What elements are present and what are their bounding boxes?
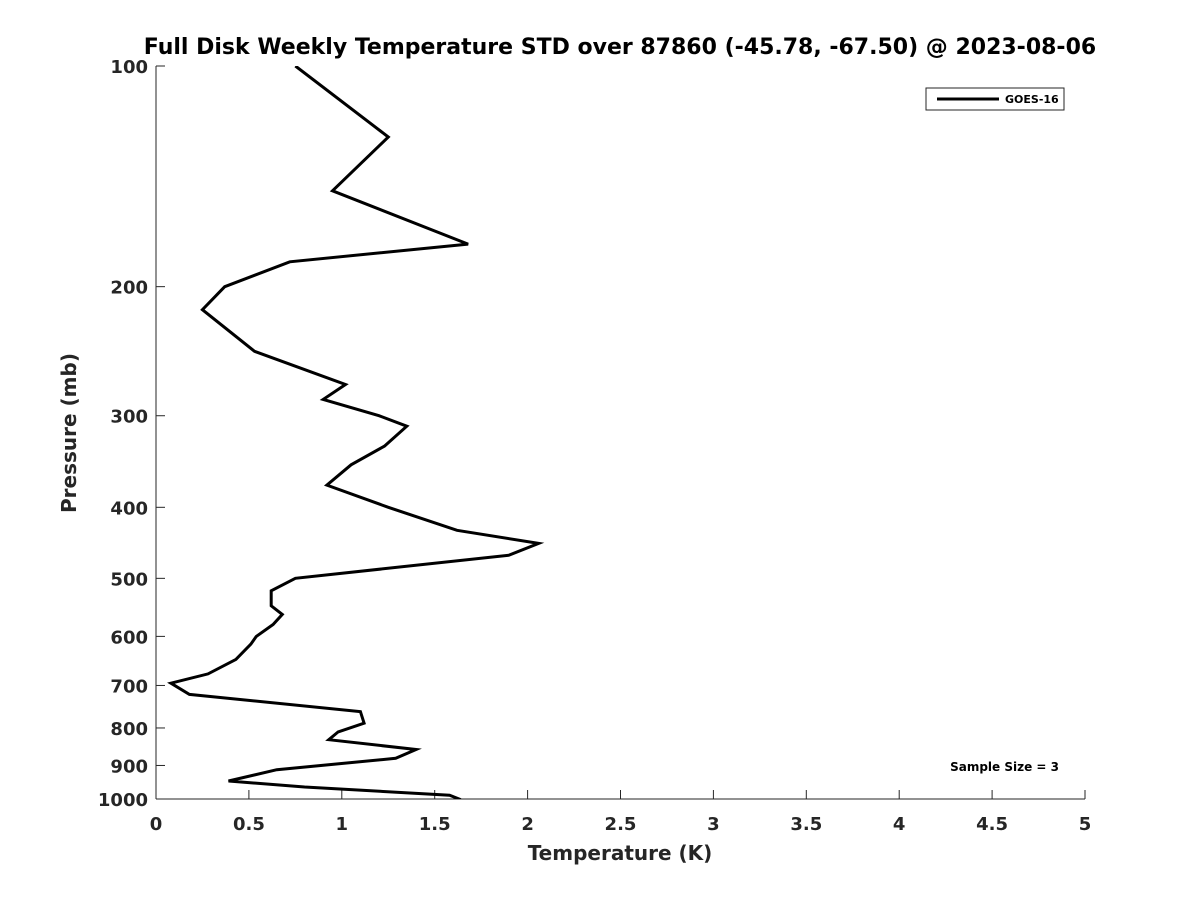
- sample-size-annotation: Sample Size = 3: [950, 760, 1059, 774]
- y-tick-label: 500: [110, 569, 148, 590]
- y-tick-label: 700: [110, 676, 148, 697]
- x-ticks: 0 0.5 1 1.5 2 2.5 3 3.5 4 4.5 5: [150, 790, 1092, 835]
- y-ticks: 100 200 300 400 500 600 700 800 900 1000: [98, 57, 165, 811]
- x-tick-label: 3: [707, 814, 720, 835]
- x-tick-label: 1.5: [419, 814, 451, 835]
- series-layer: [167, 66, 545, 799]
- x-tick-label: 5: [1079, 814, 1092, 835]
- y-axis-label: Pressure (mb): [57, 353, 81, 513]
- legend: GOES-16: [925, 87, 1065, 111]
- legend-label: GOES-16: [1005, 93, 1059, 106]
- x-tick-label: 4.5: [976, 814, 1008, 835]
- y-tick-label: 300: [110, 407, 148, 428]
- y-tick-label: 200: [110, 278, 148, 299]
- x-tick-label: 4: [893, 814, 906, 835]
- x-axis-label: Temperature (K): [528, 841, 713, 865]
- axes: [155, 66, 1085, 800]
- x-tick-label: 0.5: [233, 814, 265, 835]
- y-tick-label: 800: [110, 719, 148, 740]
- x-tick-label: 2.5: [605, 814, 637, 835]
- y-tick-label: 400: [110, 498, 148, 519]
- y-tick-label: 1000: [98, 790, 148, 811]
- x-tick-label: 3.5: [790, 814, 822, 835]
- y-tick-label: 900: [110, 756, 148, 777]
- chart-title: Full Disk Weekly Temperature STD over 87…: [144, 35, 1096, 60]
- x-tick-label: 2: [521, 814, 534, 835]
- x-tick-label: 1: [336, 814, 349, 835]
- y-tick-label: 600: [110, 627, 148, 648]
- series-line-goes-16: [167, 66, 545, 799]
- y-tick-label: 100: [110, 57, 148, 78]
- x-tick-label: 0: [150, 814, 163, 835]
